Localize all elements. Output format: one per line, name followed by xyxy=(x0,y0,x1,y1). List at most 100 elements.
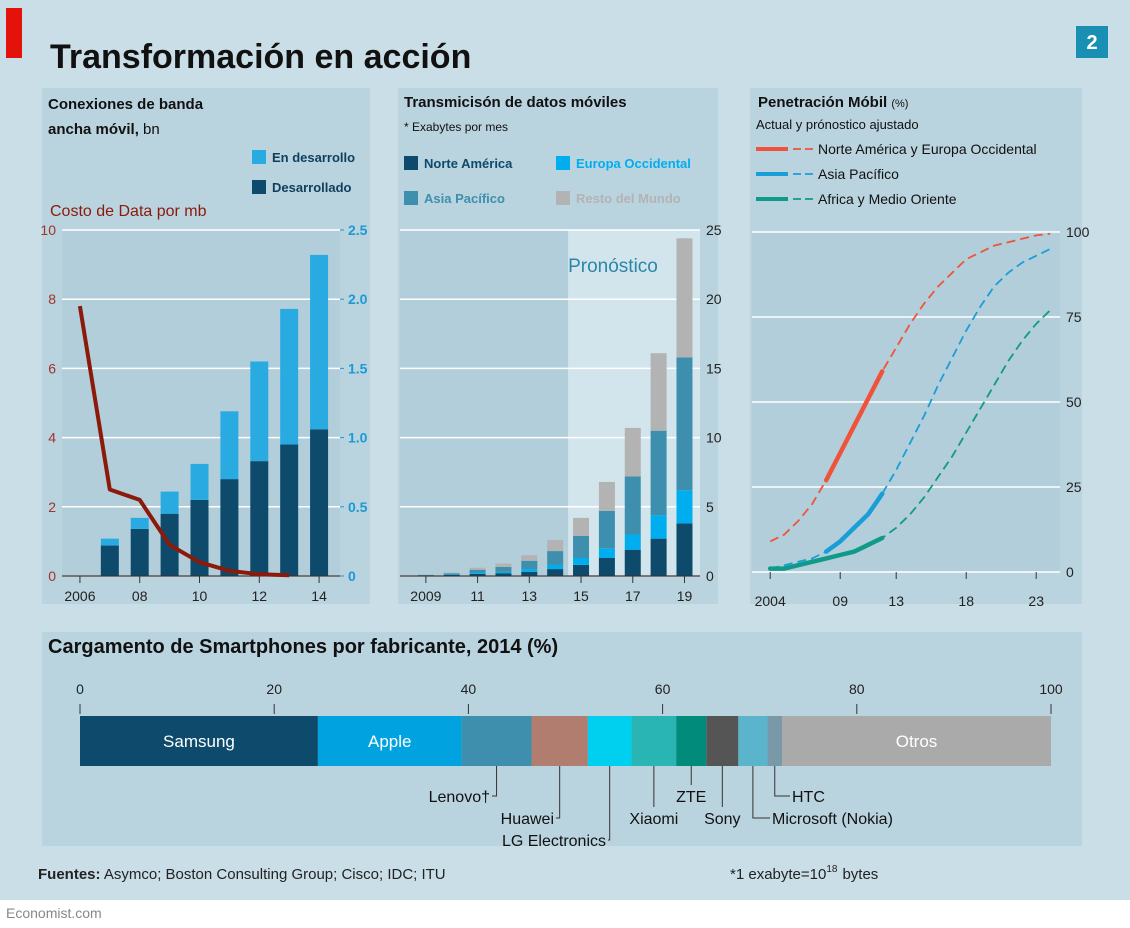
bar xyxy=(521,560,538,570)
forecast-label: Pronóstico xyxy=(568,256,658,277)
bar xyxy=(676,357,693,491)
bar xyxy=(469,572,486,574)
bar-segment xyxy=(631,716,677,766)
x-tick-label: 80 xyxy=(849,681,865,697)
y-tick-label: 2 xyxy=(48,499,56,515)
bar xyxy=(598,481,615,511)
bar xyxy=(100,538,119,546)
bar xyxy=(676,523,693,576)
x-tick-label: 18 xyxy=(958,593,974,609)
bar-segment xyxy=(706,716,739,766)
bar xyxy=(624,427,641,477)
chart-subtitle: Actual y prónostico ajustado xyxy=(756,117,919,132)
x-tick-label: 13 xyxy=(522,588,538,604)
red-tag xyxy=(6,8,22,58)
bar xyxy=(598,510,615,549)
x-tick-label: 17 xyxy=(625,588,641,604)
leader-line xyxy=(752,766,770,819)
y-tick-label: 10 xyxy=(40,222,56,238)
x-tick-label: 14 xyxy=(311,588,327,604)
bar xyxy=(280,308,299,445)
y-tick-label: 0 xyxy=(706,568,714,584)
bar xyxy=(676,238,693,358)
legend-swatch xyxy=(556,191,570,205)
bar xyxy=(443,573,460,575)
segment-label: Apple xyxy=(368,732,411,751)
legend-label: Africa y Medio Oriente xyxy=(818,191,957,207)
y-tick-label: 0 xyxy=(1066,564,1074,580)
credit: Economist.com xyxy=(6,905,102,921)
callout-label: HTC xyxy=(792,789,825,806)
bar-segment xyxy=(738,716,768,766)
note: *1 exabyte=10 xyxy=(730,866,826,883)
bar xyxy=(160,491,179,514)
bar-segment xyxy=(317,716,462,766)
bar xyxy=(250,461,269,576)
title-text: Conexiones de banda ancha móvil, xyxy=(48,96,204,138)
y2-tick-label: 0 xyxy=(348,568,356,584)
y-tick-label: 4 xyxy=(48,430,56,446)
legend-swatch xyxy=(556,156,570,170)
bar-segment xyxy=(461,716,532,766)
page-title: Transformación en acción xyxy=(50,38,471,76)
leader-line xyxy=(774,766,790,797)
y2-tick-label: 1.5 xyxy=(348,360,368,376)
y2-tick-label: 2.0 xyxy=(348,291,368,307)
bar xyxy=(469,567,486,570)
bar xyxy=(624,476,641,535)
legend-label: En desarrollo xyxy=(272,150,355,165)
bar-segment xyxy=(767,716,783,766)
callout-label: Microsoft (Nokia) xyxy=(772,811,893,828)
legend-label: Asia Pacífico xyxy=(424,191,505,206)
legend-label: Norte América y Europa Occidental xyxy=(818,141,1037,157)
bar xyxy=(598,558,615,576)
forecast-line xyxy=(769,248,1051,570)
x-tick-label: 09 xyxy=(832,593,848,609)
x-tick-label: 2006 xyxy=(64,588,95,604)
bar xyxy=(469,573,486,576)
x-tick-label: 12 xyxy=(252,588,268,604)
y-tick-label: 20 xyxy=(706,291,722,307)
bar xyxy=(190,463,209,500)
bar xyxy=(310,254,329,430)
bar xyxy=(521,571,538,576)
actual-line xyxy=(767,535,885,571)
bar-segment xyxy=(676,716,707,766)
y-tick-label: 15 xyxy=(706,360,722,376)
x-tick-label: 11 xyxy=(470,588,485,604)
title-text: Penetración Móbil xyxy=(758,94,888,111)
x-tick-label: 08 xyxy=(132,588,148,604)
x-tick-label: 23 xyxy=(1028,593,1044,609)
title-unit: (%) xyxy=(891,98,909,110)
bar xyxy=(495,573,512,576)
segment-label: Otros xyxy=(896,732,938,751)
y-tick-label: 5 xyxy=(706,499,714,515)
y-tick-label: 50 xyxy=(1066,394,1082,410)
bar xyxy=(598,548,615,559)
note-exponent: 18 xyxy=(826,864,838,875)
line xyxy=(77,305,290,578)
x-tick-label: 15 xyxy=(573,588,589,604)
bar xyxy=(650,515,667,539)
legend-swatch xyxy=(404,191,418,205)
x-tick-label: 0 xyxy=(76,681,84,697)
note-unit: bytes xyxy=(842,866,878,883)
legend-swatch xyxy=(252,150,266,164)
x-tick-label: 100 xyxy=(1039,681,1063,697)
y-tick-label: 100 xyxy=(1066,224,1090,240)
x-tick-label: 19 xyxy=(677,588,693,604)
bar xyxy=(624,534,641,550)
bar xyxy=(220,479,239,576)
bar xyxy=(130,517,149,529)
bar xyxy=(521,569,538,572)
actual-line xyxy=(823,491,885,554)
chart-title: Conexiones de banda ancha móvil, bn xyxy=(48,92,248,142)
title-unit: bn xyxy=(143,121,160,138)
bar xyxy=(573,564,590,576)
bar xyxy=(547,564,564,570)
leader-line xyxy=(556,766,561,819)
leader-line xyxy=(492,766,498,797)
bar xyxy=(650,353,667,431)
legend-label: Norte América xyxy=(424,156,513,171)
x-tick-label: 13 xyxy=(888,593,904,609)
